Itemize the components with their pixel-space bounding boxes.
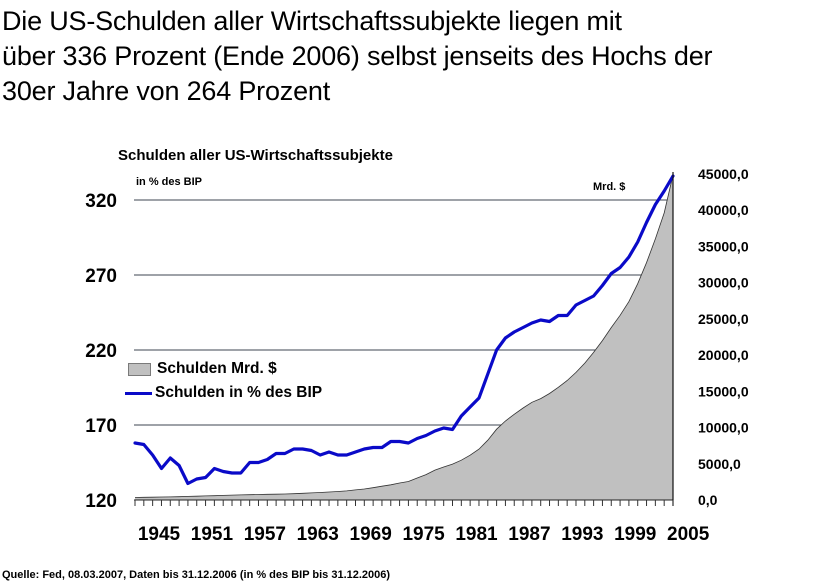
right-axis-tick-label: 10000,0 bbox=[698, 420, 749, 436]
x-axis-tick-label: 1999 bbox=[614, 524, 656, 545]
legend-label-line: Schulden in % des BIP bbox=[155, 384, 323, 401]
right-axis-tick-label: 0,0 bbox=[698, 492, 718, 508]
legend: Schulden Mrd. $ Schulden in % des BIP bbox=[125, 357, 322, 405]
x-axis-tick-label: 1975 bbox=[402, 524, 445, 545]
x-axis-tick-label: 1963 bbox=[297, 524, 339, 545]
right-axis-tick-label: 30000,0 bbox=[698, 275, 749, 291]
left-axis-tick-label: 170 bbox=[85, 416, 117, 437]
source-note: Quelle: Fed, 08.03.2007, Daten bis 31.12… bbox=[2, 569, 391, 581]
right-axis-tick-label: 40000,0 bbox=[698, 202, 749, 218]
x-axis-tick-label: 1987 bbox=[508, 524, 550, 545]
right-axis-tick-label: 20000,0 bbox=[698, 347, 749, 363]
left-axis-tick-label: 220 bbox=[85, 341, 117, 362]
debt-area-series bbox=[134, 174, 674, 500]
axes bbox=[134, 172, 674, 506]
tick-labels: 120 170 220 270 320 0,0 5000,0 10000,0 15000,0 20… bbox=[85, 166, 749, 545]
headline-line-1: Die US-Schulden aller Wirtschaftssubjekt… bbox=[2, 6, 622, 36]
headline: Die US-Schulden aller Wirtschaftssubjekt… bbox=[2, 4, 813, 109]
legend-label-area: Schulden Mrd. $ bbox=[157, 360, 277, 377]
right-axis-tick-label: 25000,0 bbox=[698, 311, 749, 327]
x-axis-tick-label: 1969 bbox=[350, 524, 392, 545]
headline-line-3: 30er Jahre von 264 Prozent bbox=[2, 76, 331, 106]
right-axis-tick-label: 5000,0 bbox=[698, 456, 741, 472]
x-axis-tick-label: 2005 bbox=[667, 524, 710, 545]
right-axis-tick-label: 15000,0 bbox=[698, 383, 749, 399]
right-axis-unit-label: Mrd. $ bbox=[593, 181, 626, 193]
left-axis-tick-label: 120 bbox=[85, 491, 117, 512]
headline-line-2: über 336 Prozent (Ende 2006) selbst jens… bbox=[2, 41, 713, 71]
legend-item-area: Schulden Mrd. $ bbox=[125, 357, 322, 381]
chart-title: Schulden aller US-Wirtschaftssubjekte bbox=[118, 147, 393, 164]
x-axis-tick-label: 1945 bbox=[138, 524, 181, 545]
x-axis-tick-label: 1957 bbox=[244, 524, 286, 545]
percent-line bbox=[133, 174, 675, 486]
left-axis-unit-label: in % des BIP bbox=[136, 176, 203, 188]
right-axis-tick-label: 35000,0 bbox=[698, 238, 749, 254]
legend-swatch-area bbox=[128, 362, 151, 376]
left-axis-tick-label: 320 bbox=[85, 191, 117, 212]
left-axis-tick-label: 270 bbox=[85, 266, 117, 287]
legend-swatch-line bbox=[125, 391, 152, 395]
area-edge bbox=[134, 174, 674, 498]
right-axis-tick-label: 45000,0 bbox=[698, 166, 749, 182]
x-axis-tick-label: 1981 bbox=[455, 524, 498, 545]
debt-percent-line-series bbox=[133, 174, 675, 486]
x-axis-tick-label: 1993 bbox=[561, 524, 603, 545]
legend-item-line: Schulden in % des BIP bbox=[125, 381, 322, 405]
area-fill bbox=[135, 175, 673, 500]
x-axis-tick-label: 1951 bbox=[191, 524, 234, 545]
